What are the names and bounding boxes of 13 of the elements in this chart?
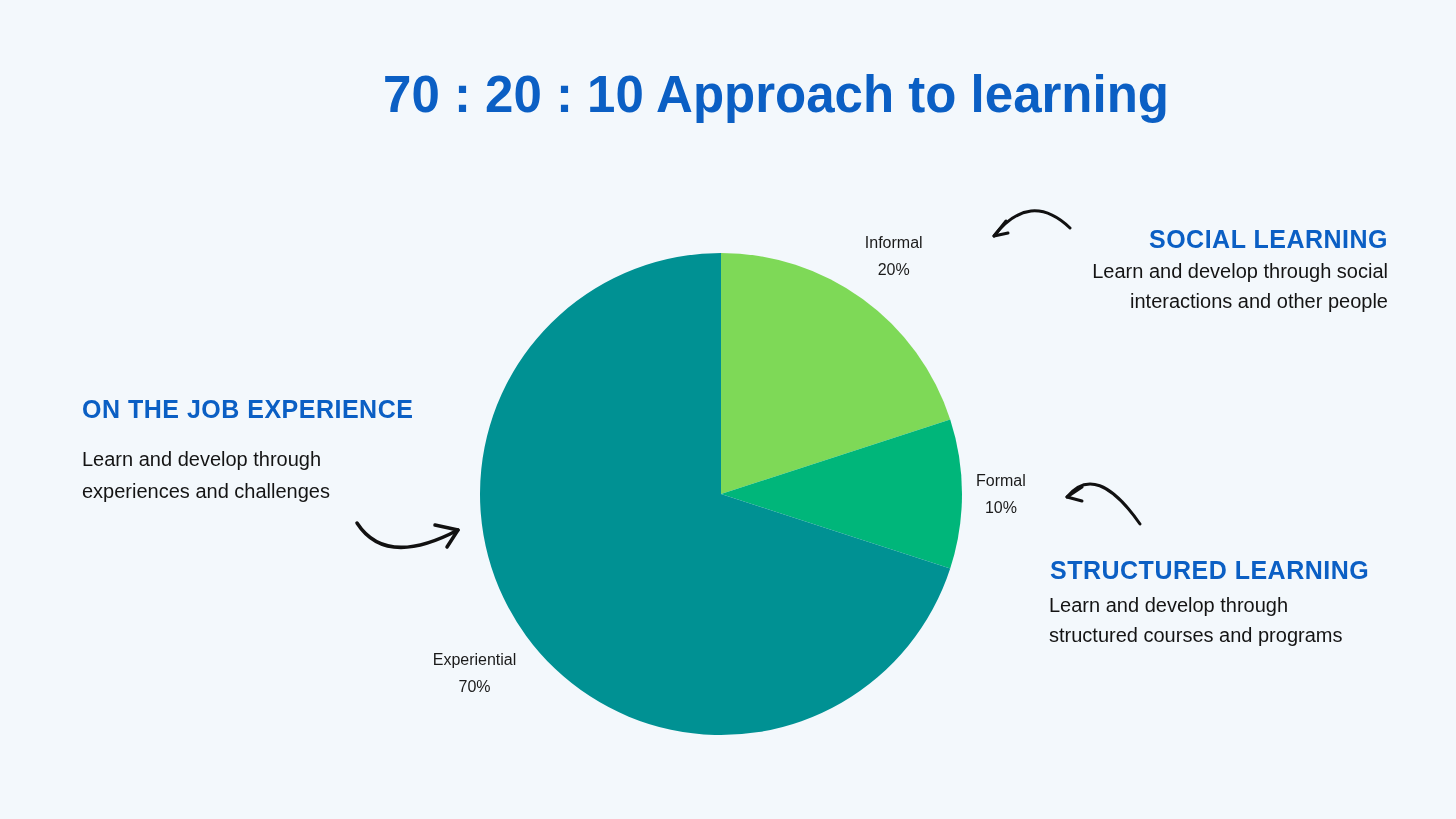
slice-label: Informal bbox=[864, 234, 923, 252]
slice-label: Formal bbox=[976, 472, 1026, 489]
data-label: 70% bbox=[458, 678, 491, 696]
data-label: 10% bbox=[984, 499, 1017, 516]
chart-title: 70 : 20 : 10 Approach to learning bbox=[383, 66, 1169, 123]
text: SOCIAL LEARNING bbox=[1149, 224, 1388, 254]
text: STRUCTURED LEARNING bbox=[1050, 555, 1370, 585]
text: Learn and develop through experiences and challenges bbox=[82, 447, 331, 504]
text: Learn and develop through social interactions and other people bbox=[1091, 259, 1388, 314]
text: Learn and develop through structured courses and programs bbox=[1049, 593, 1344, 648]
text: ON THE JOB EXPERIENCE bbox=[82, 394, 414, 424]
slice-label: Experiential bbox=[432, 651, 517, 669]
data-label: 20% bbox=[877, 261, 910, 279]
